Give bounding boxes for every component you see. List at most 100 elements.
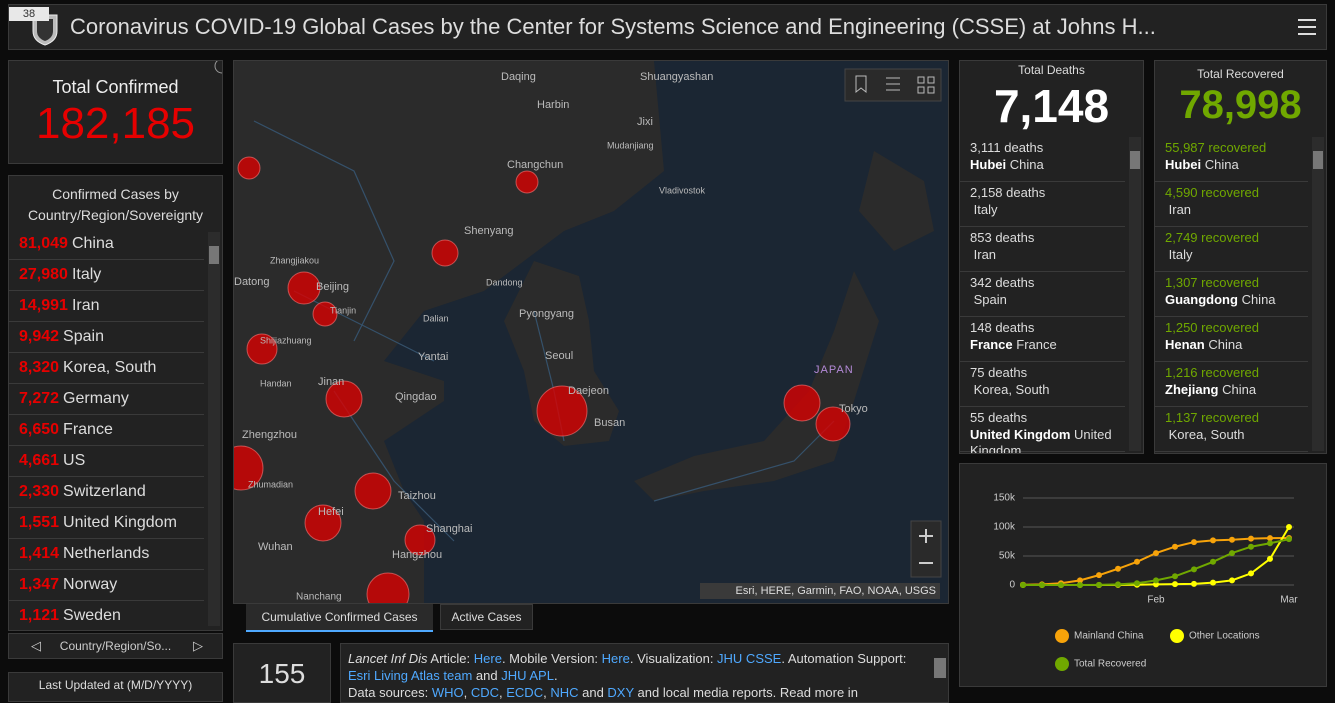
map-label: Beijing xyxy=(316,281,349,293)
scroll-thumb[interactable] xyxy=(1313,151,1323,169)
list-row: 853 deaths Iran xyxy=(960,227,1125,272)
country: Sweden xyxy=(63,607,121,624)
case-circles xyxy=(234,156,851,603)
basemap-button[interactable] xyxy=(917,76,935,94)
list-row: 1,216 recovered Zhejiang China xyxy=(1155,362,1308,407)
map[interactable]: Daqing Shuangyashan Harbin Jixi Mudanjia… xyxy=(233,60,949,604)
bookmarks-button[interactable] xyxy=(855,75,867,94)
count: 4,661 xyxy=(19,452,60,469)
point xyxy=(1191,580,1197,587)
line-1: 1,250 recovered xyxy=(1165,320,1259,335)
line-2: Italy xyxy=(1165,247,1315,263)
line-1: 2,158 deaths xyxy=(970,185,1045,200)
unit: deaths xyxy=(1006,185,1046,200)
line-1: 853 deaths xyxy=(970,230,1034,245)
text: . Automation Support: xyxy=(781,651,907,666)
map-label: Shijiazhuang xyxy=(260,335,312,345)
text: . Visualization: xyxy=(629,651,718,666)
label: Total Recovered xyxy=(1197,67,1284,81)
country: China xyxy=(1009,157,1044,172)
attribution-bg xyxy=(700,583,940,599)
zoom-in[interactable] xyxy=(919,529,933,543)
map-label: Seoul xyxy=(545,350,573,362)
last-updated: Last Updated at (M/D/YYYY) xyxy=(8,672,223,702)
point xyxy=(1153,577,1159,584)
line-1: 148 deaths xyxy=(970,320,1034,335)
country: China xyxy=(1222,382,1257,397)
link[interactable]: Here xyxy=(601,651,630,666)
legend-button[interactable] xyxy=(886,77,900,91)
line-2: Hubei China xyxy=(970,157,1120,173)
country: Spain xyxy=(63,328,104,345)
count: 1,137 xyxy=(1165,410,1198,425)
point xyxy=(1229,550,1235,557)
point xyxy=(1286,536,1292,543)
text: . Mobile Version: xyxy=(501,651,602,666)
last-updated-label: Last Updated at (M/D/YYYY) xyxy=(38,678,193,692)
link[interactable]: Here xyxy=(473,651,502,666)
menu-button[interactable] xyxy=(1297,17,1319,37)
map-label: Dalian xyxy=(423,313,449,323)
count: 55,987 xyxy=(1165,140,1205,155)
line-1: 3,111 deaths xyxy=(970,140,1043,155)
scrollbar[interactable] xyxy=(1312,137,1324,451)
list-row: 7,272 Germany xyxy=(9,384,204,415)
tab-active[interactable]: Cumulative Confirmed Cases xyxy=(246,604,433,632)
scrollbar[interactable] xyxy=(208,232,220,626)
point xyxy=(1134,558,1140,565)
country: Switzerland xyxy=(63,483,146,500)
count: 1,414 xyxy=(19,545,60,562)
count: 8,320 xyxy=(19,359,60,376)
land xyxy=(234,61,664,603)
country: France xyxy=(1016,337,1057,352)
link[interactable]: JHU CSSE xyxy=(717,651,782,666)
list-row: 27,980 Italy xyxy=(9,260,204,291)
list-row: 1,137 recovered Korea, South xyxy=(1155,407,1308,452)
country: Iran xyxy=(973,247,997,262)
nav-label: Country/Region/So... xyxy=(59,639,172,653)
link[interactable]: Esri Living Atlas team xyxy=(348,668,473,683)
unit: recovered xyxy=(1201,185,1259,200)
list-row: 342 deaths Spain xyxy=(960,272,1125,317)
country: China xyxy=(1208,337,1243,352)
point xyxy=(1248,543,1254,550)
unit: recovered xyxy=(1208,140,1267,155)
expand-button[interactable] xyxy=(213,60,223,75)
scroll-thumb[interactable] xyxy=(209,246,219,264)
legend-label: Total Recovered xyxy=(1074,659,1146,670)
country: Italy xyxy=(1168,247,1193,262)
map-label: Harbin xyxy=(537,99,569,111)
map-label: Zhumadian xyxy=(248,479,293,489)
label: Total Confirmed xyxy=(52,77,179,97)
point xyxy=(1191,566,1197,573)
line-2: United Kingdom United Kingdom xyxy=(970,427,1120,453)
list-row: 1,347 Norway xyxy=(9,570,204,601)
count: 81,049 xyxy=(19,235,68,252)
legend-label: Other Locations xyxy=(1189,631,1260,642)
point xyxy=(1191,539,1197,546)
link[interactable]: JHU APL xyxy=(501,668,554,683)
nav-next[interactable]: ▷ xyxy=(193,638,203,653)
badge: 38 xyxy=(9,7,49,21)
value: 78,998 xyxy=(1179,83,1302,127)
logo xyxy=(32,14,58,46)
line-1: 2,749 recovered xyxy=(1165,230,1259,245)
line-2: Zhejiang China xyxy=(1165,382,1315,398)
value: 7,148 xyxy=(993,80,1110,132)
map-label: Daqing xyxy=(501,71,536,83)
title: Coronavirus COVID-19 Global Cases by the… xyxy=(70,14,1156,39)
land xyxy=(504,261,619,446)
nav-prev[interactable]: ◁ xyxy=(31,638,41,653)
line-1: 55 deaths xyxy=(970,410,1027,425)
list-row: 1,551 United Kingdom xyxy=(9,508,204,539)
legend-swatch xyxy=(1055,657,1069,671)
point xyxy=(1229,536,1235,543)
list-row: 2,749 recovered Italy xyxy=(1155,227,1308,272)
scrollbar[interactable] xyxy=(1129,137,1141,451)
line-1: 1,307 recovered xyxy=(1165,275,1259,290)
scroll-thumb[interactable] xyxy=(1130,151,1140,169)
point xyxy=(1267,535,1273,542)
list-nav: ◁ Country/Region/So... ▷ xyxy=(8,633,223,659)
tab[interactable]: Active Cases xyxy=(440,604,533,630)
